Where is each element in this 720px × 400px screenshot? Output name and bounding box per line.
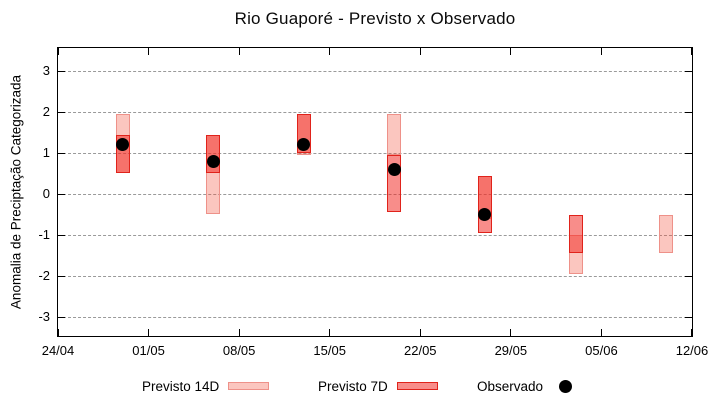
ytick-right-1 [685,152,692,154]
observado-dot-29/04 [116,138,130,152]
legend-item-previsto-14d: Previsto 14D [142,377,270,395]
previsto-14d-swatch [228,382,270,390]
ytick-left-3 [58,70,65,72]
xtick-top-24/04 [58,48,59,55]
ytick-left-1 [58,152,65,154]
y-tick-label: 2 [42,104,50,119]
ytick-left--3 [58,316,65,318]
previsto-7d-swatch [396,382,438,390]
xtick-bottom-15/05 [329,329,331,336]
xtick-bottom-01/05 [148,329,150,336]
chart-title: Rio Guaporé - Previsto x Observado [234,9,516,28]
ytick-left--2 [58,275,65,277]
x-tick-label: 12/06 [675,343,709,358]
ytick-left--1 [58,234,65,236]
observado-dot-06/05 [206,154,220,168]
observado-swatch-dot [559,379,573,393]
ytick-right-3 [685,70,692,72]
y-tick-label: -2 [38,268,50,283]
y-tick-label: -3 [38,309,50,324]
xtick-bottom-12/06 [691,329,692,336]
ytick-right--3 [685,316,692,318]
previsto-14d-bar-20/05 [387,114,402,156]
gridline-y-1 [58,153,692,154]
ytick-right-0 [685,193,692,195]
legend-item-previsto-7d: Previsto 7D [318,377,438,395]
xtick-top-15/05 [329,48,331,55]
ytick-right-2 [685,111,692,113]
previsto-14d-bar-10/06 [659,214,674,254]
ytick-right--2 [685,275,692,277]
xtick-top-22/05 [419,48,421,55]
xtick-bottom-24/04 [58,329,59,336]
legend-label-previsto-14d: Previsto 14D [142,378,220,394]
xtick-bottom-08/05 [238,329,240,336]
plot-area [57,47,693,337]
x-tick-label: 22/05 [404,343,437,358]
y-tick-label: 0 [42,186,50,201]
observado-dot-13/05 [297,138,311,152]
observado-dot-20/05 [387,162,401,176]
gridline-y--3 [58,317,692,318]
xtick-top-12/06 [691,48,692,55]
legend-label-observado: Observado [477,378,544,394]
xtick-bottom-05/06 [600,329,602,336]
y-tick-label: -1 [38,227,50,242]
x-tick-label: 15/05 [313,343,346,358]
ytick-right--1 [685,234,692,236]
x-tick-label: 05/06 [585,343,618,358]
x-tick-label: 01/05 [132,343,165,358]
legend-label-previsto-7d: Previsto 7D [318,378,388,394]
previsto-7d-bar-27/05 [477,175,492,233]
gridline-y--2 [58,276,692,277]
observado-dot-27/05 [478,208,492,221]
xtick-bottom-22/05 [419,329,421,336]
gridline-y-0 [58,194,692,195]
gridline-y-3 [58,71,692,72]
ytick-left-2 [58,111,65,113]
ytick-left-0 [58,193,65,195]
xtick-top-29/05 [510,48,512,55]
xtick-bottom-29/05 [510,329,512,336]
x-tick-label: 29/05 [494,343,528,358]
legend-item-observado: Observado [477,377,573,395]
y-tick-label: 1 [42,145,50,160]
x-tick-label: 08/05 [222,343,256,358]
previsto-7d-bar-03/06 [568,214,583,254]
y-tick-label: 3 [42,63,50,78]
xtick-top-01/05 [148,48,150,55]
xtick-top-05/06 [600,48,602,55]
gridline-y--1 [58,235,692,236]
x-tick-label: 24/04 [41,343,75,358]
gridline-y-2 [58,112,692,113]
xtick-top-08/05 [238,48,240,55]
